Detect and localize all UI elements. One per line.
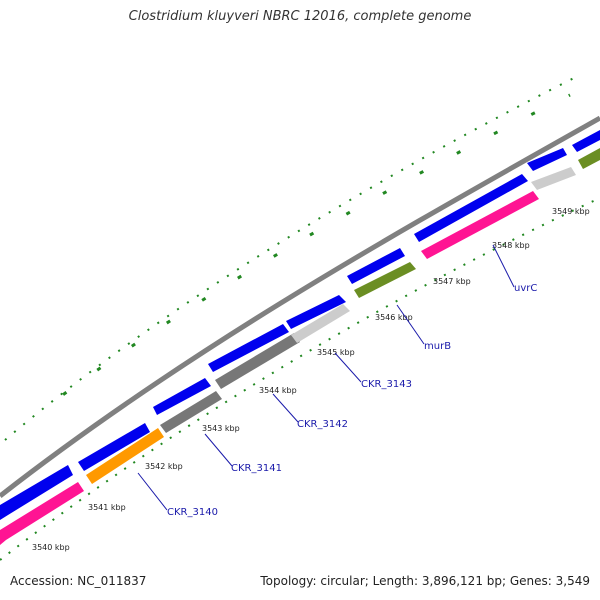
cds-block — [160, 391, 222, 433]
gene-label-ckr-3143: CKR_3143 — [361, 379, 412, 390]
outer-dash-ring — [39, 93, 571, 414]
gene-label-ckr-3141: CKR_3141 — [231, 463, 282, 474]
cds-arrow — [414, 174, 528, 242]
gene-labels: CKR_3140 CKR_3141 CKR_3142 CKR_3143 murB… — [167, 283, 537, 518]
gene-label-ckr-3142: CKR_3142 — [297, 419, 348, 430]
tick-label: 3549 kbp — [552, 207, 590, 216]
tick-label: 3544 kbp — [259, 386, 297, 395]
tick-label: 3543 kbp — [202, 424, 240, 433]
map-title: Clostridium kluyveri NBRC 12016, complet… — [128, 9, 472, 24]
tick-label: 3548 kbp — [492, 241, 530, 250]
gene-label-uvrc: uvrC — [514, 283, 537, 294]
tick-label: 3542 kbp — [145, 462, 183, 471]
cds-block — [421, 191, 539, 259]
cds-arrow — [153, 378, 211, 415]
accession-text: Accession: NC_011837 — [10, 574, 147, 588]
cds-block — [86, 428, 164, 484]
reverse-cds-track — [0, 148, 600, 545]
cds-arrow — [286, 295, 346, 329]
gene-label-murb: murB — [424, 341, 451, 352]
cds-block — [578, 148, 600, 169]
cds-block — [215, 333, 300, 389]
gene-label-ckr-3140: CKR_3140 — [167, 507, 218, 518]
gene-leader-lines — [137, 244, 515, 511]
cds-block — [291, 304, 350, 343]
tick-label: 3541 kbp — [88, 503, 126, 512]
forward-cds-track — [0, 130, 600, 520]
cds-arrow — [347, 248, 405, 284]
tick-label: 3540 kbp — [32, 543, 70, 552]
genome-backbone — [0, 115, 600, 498]
inner-tick-ring — [0, 197, 600, 561]
cds-block — [0, 482, 84, 545]
cds-block — [354, 262, 416, 298]
cds-arrow — [208, 324, 289, 372]
cds-block — [531, 167, 576, 190]
outer-dot-ring — [4, 74, 581, 441]
cds-arrow — [572, 130, 600, 152]
cds-arrow — [78, 423, 150, 471]
tick-label: 3547 kbp — [433, 277, 471, 286]
genome-summary-text: Topology: circular; Length: 3,896,121 bp… — [260, 574, 590, 588]
tick-label: 3545 kbp — [317, 348, 355, 357]
cds-arrow — [0, 465, 73, 520]
scale-labels: 3540 kbp 3541 kbp 3542 kbp 3543 kbp 3544… — [32, 207, 590, 552]
tick-label: 3546 kbp — [375, 313, 413, 322]
cds-arrow — [527, 148, 567, 171]
